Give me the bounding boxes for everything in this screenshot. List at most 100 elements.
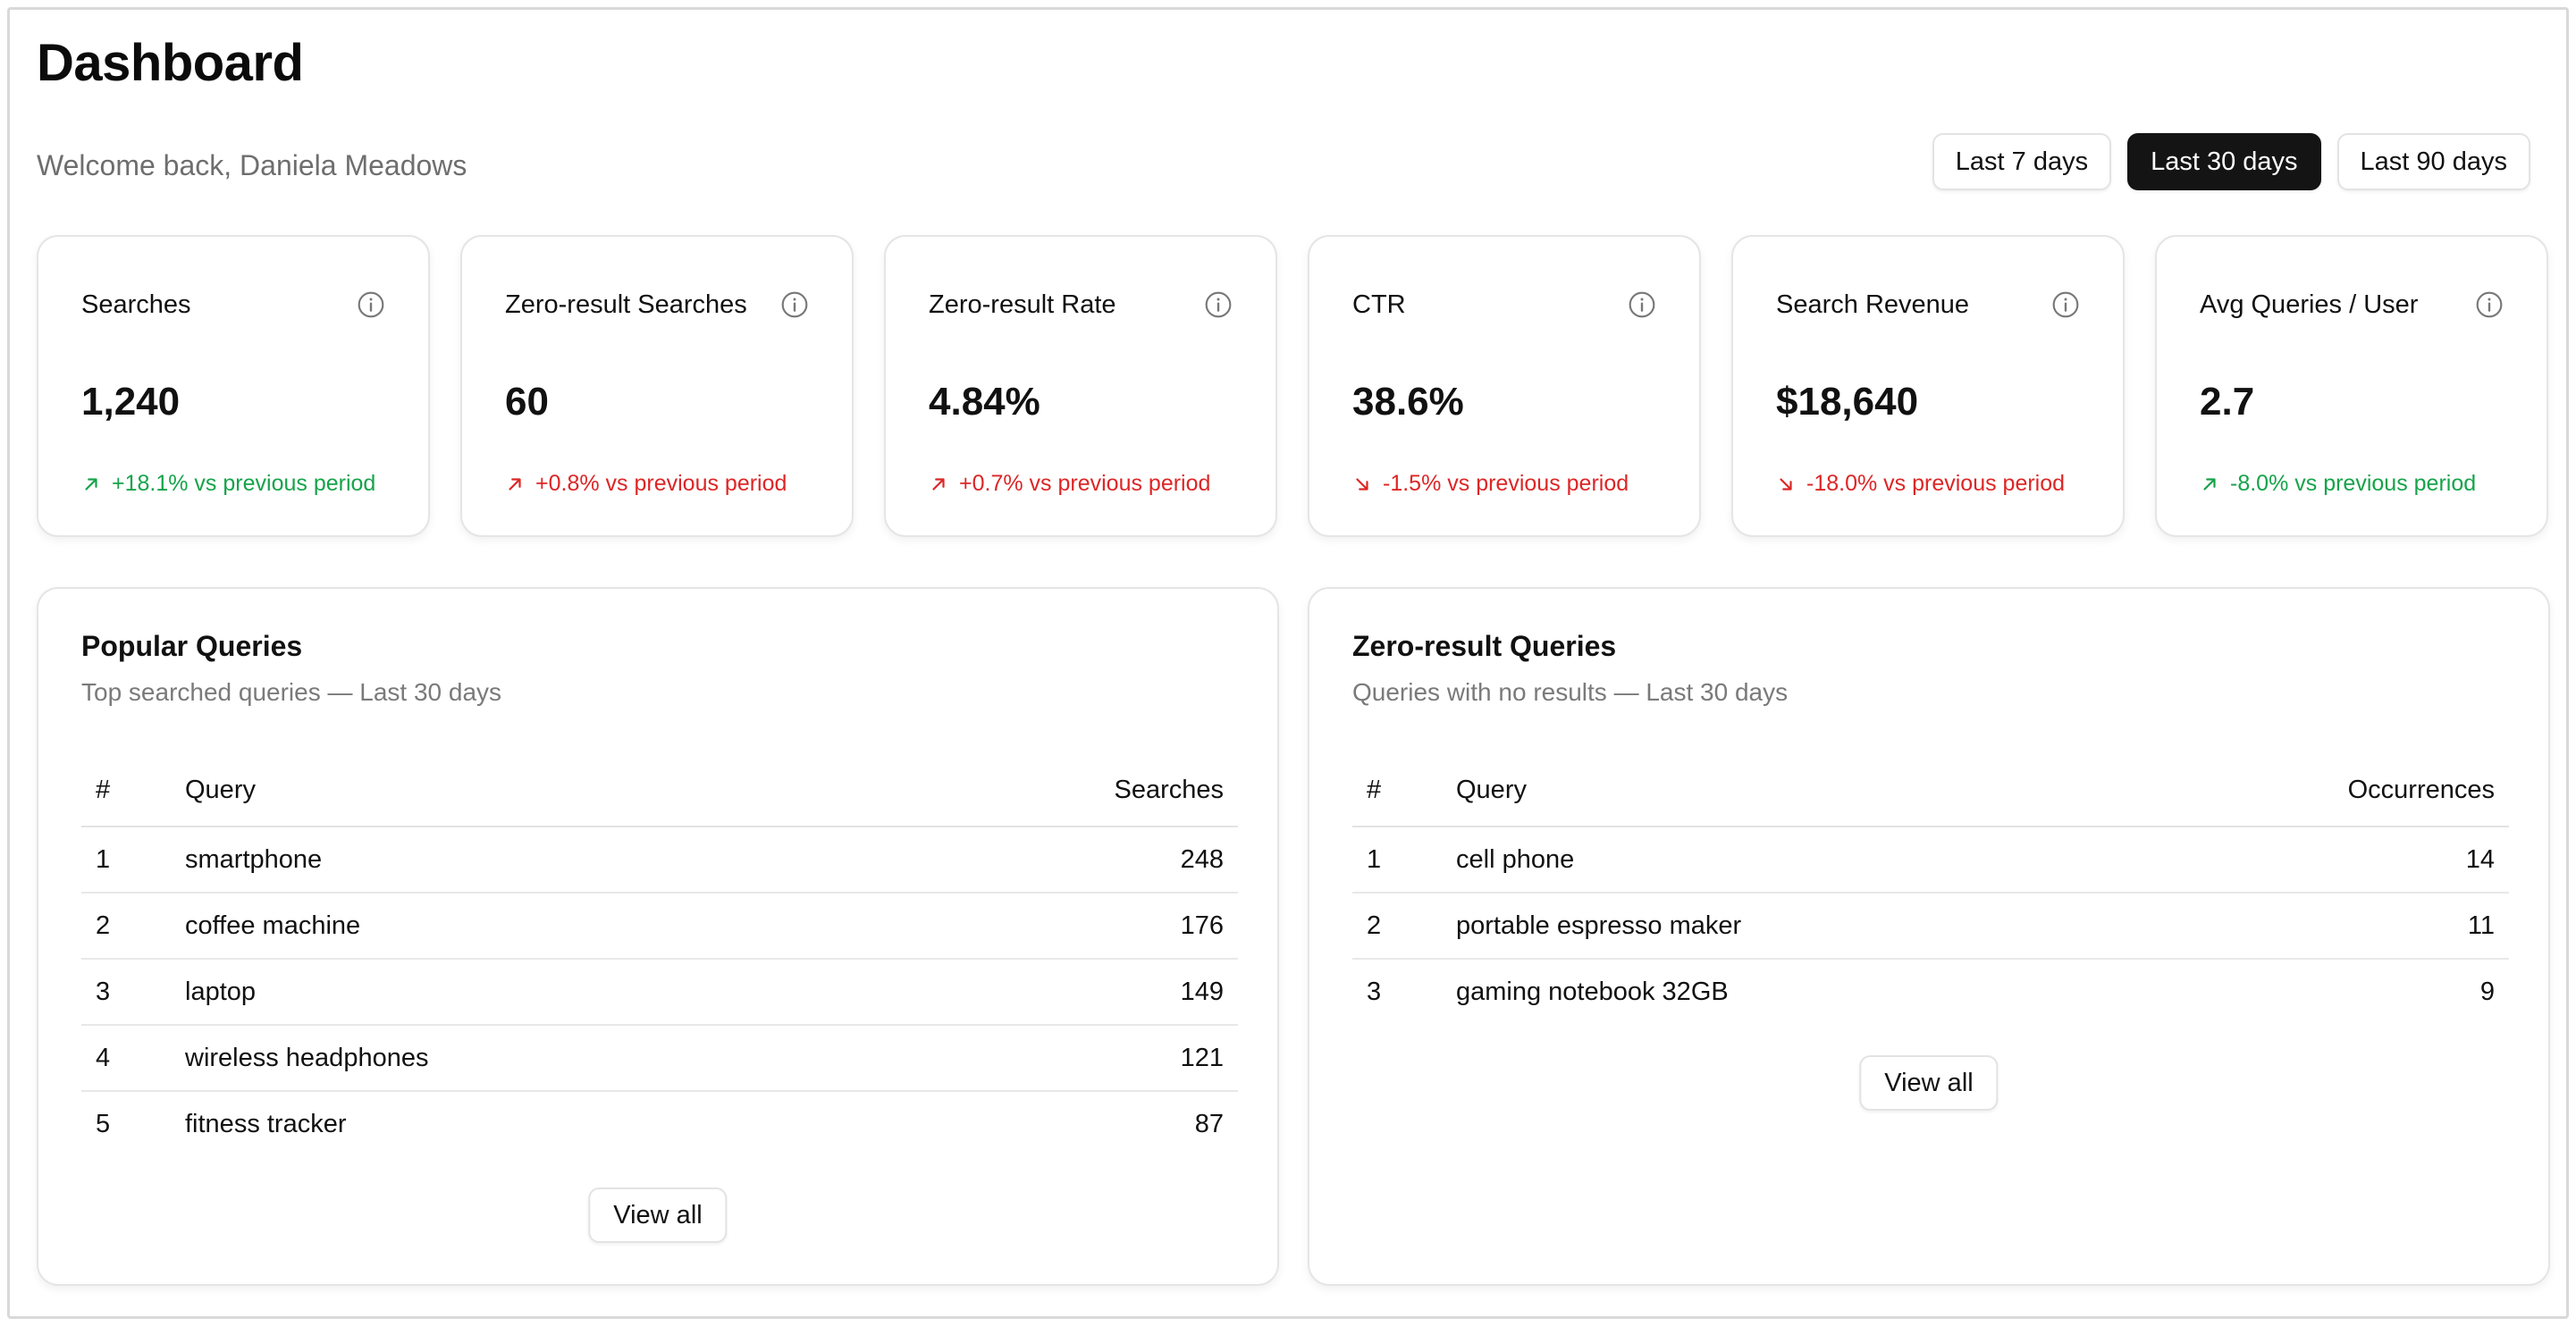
kpi-value: 2.7 (2200, 380, 2255, 424)
kpi-delta: +0.7% vs previous period (929, 471, 1210, 497)
kpi-label: CTR (1352, 290, 1406, 319)
kpi-delta-text: +0.8% vs previous period (535, 471, 787, 496)
kpi-delta-text: -1.5% vs previous period (1383, 471, 1629, 496)
kpi-delta: -1.5% vs previous period (1352, 471, 1629, 497)
kpi-row: Searches 1,240 +18.1% vs previous period… (37, 235, 2548, 537)
range-button-30-days[interactable]: Last 30 days (2127, 133, 2321, 190)
kpi-card-search-revenue: Search Revenue $18,640 -18.0% vs previou… (1731, 235, 2125, 537)
kpi-value: 60 (505, 380, 549, 424)
row-count: 14 (2126, 827, 2509, 894)
column-header-searches: Searches (879, 755, 1238, 827)
popular-queries-table: # Query Searches 1 smartphone 248 2 coffee … (81, 755, 1238, 1157)
column-header-query: Query (1442, 755, 2126, 827)
date-range-selector: Last 7 days Last 30 days Last 90 days (1932, 133, 2530, 190)
row-query: smartphone (171, 827, 880, 894)
dashboard-frame: Dashboard Welcome back, Daniela Meadows … (7, 7, 2569, 1319)
table-row[interactable]: 5 fitness tracker 87 (81, 1091, 1238, 1157)
kpi-delta: +18.1% vs previous period (81, 471, 375, 497)
table-row[interactable]: 3 laptop 149 (81, 959, 1238, 1026)
row-count: 87 (1194, 1110, 1224, 1138)
column-header-query: Query (171, 755, 880, 827)
table-header-row: # Query Searches (81, 755, 1238, 827)
kpi-delta-text: -18.0% vs previous period (1806, 471, 2066, 496)
column-header-rank: # (1352, 755, 1442, 827)
panel-subtitle: Queries with no results — Last 30 days (1352, 678, 1789, 706)
page-title: Dashboard (37, 34, 304, 92)
kpi-card-avg-queries-per-user: Avg Queries / User 2.7 -8.0% vs previous… (2155, 235, 2548, 537)
trend-arrow-icon (1356, 477, 1368, 491)
row-query: laptop (171, 959, 880, 1026)
trend-arrow-icon (509, 477, 521, 491)
info-icon[interactable] (1628, 290, 1656, 319)
kpi-card-searches: Searches 1,240 +18.1% vs previous period (37, 235, 430, 537)
kpi-card-zero-result-searches: Zero-result Searches 60 +0.8% vs previou… (460, 235, 854, 537)
kpi-value: 38.6% (1352, 380, 1464, 424)
trend-arrow-icon (1780, 477, 1792, 491)
table-header-row: # Query Occurrences (1352, 755, 2509, 827)
table-row[interactable]: 2 portable espresso maker 11 (1352, 893, 2509, 960)
kpi-card-zero-result-rate: Zero-result Rate 4.84% +0.7% vs previous… (884, 235, 1277, 537)
table-row[interactable]: 3 gaming notebook 32GB 9 (1352, 959, 2509, 1025)
info-icon[interactable] (357, 290, 385, 319)
row-count: 248 (879, 827, 1238, 894)
row-rank: 5 (96, 1110, 111, 1138)
trend-arrow-icon (932, 477, 945, 491)
row-count: 121 (879, 1025, 1238, 1092)
table-row[interactable]: 2 coffee machine 176 (81, 893, 1238, 960)
trend-arrow-icon (85, 477, 97, 491)
kpi-value: 4.84% (929, 380, 1040, 424)
row-rank: 1 (81, 827, 171, 894)
kpi-delta: -8.0% vs previous period (2200, 471, 2476, 497)
welcome-message: Welcome back, Daniela Meadows (37, 149, 467, 181)
kpi-label: Zero-result Searches (505, 290, 747, 319)
row-count: 176 (879, 893, 1238, 960)
kpi-value: $18,640 (1776, 380, 1919, 424)
zero-result-queries-table: # Query Occurrences 1 cell phone 14 2 porta… (1352, 755, 2509, 1025)
info-icon[interactable] (780, 290, 809, 319)
row-rank: 3 (81, 959, 171, 1026)
kpi-label: Searches (81, 290, 191, 319)
info-icon[interactable] (1204, 290, 1233, 319)
kpi-label: Zero-result Rate (929, 290, 1116, 319)
row-rank: 2 (81, 893, 171, 960)
row-rank: 3 (1367, 978, 1382, 1006)
row-query: wireless headphones (171, 1025, 880, 1092)
row-count: 149 (879, 959, 1238, 1026)
view-all-zero-result-button[interactable]: View all (1859, 1055, 1999, 1111)
panel-subtitle: Top searched queries — Last 30 days (81, 678, 502, 706)
table-row[interactable]: 1 cell phone 14 (1352, 827, 2509, 894)
panel-title: Zero-result Queries (1352, 630, 1617, 662)
row-rank: 2 (1352, 893, 1442, 960)
row-rank: 4 (81, 1025, 171, 1092)
info-icon[interactable] (2051, 290, 2080, 319)
range-button-7-days[interactable]: Last 7 days (1932, 133, 2112, 190)
kpi-delta: +0.8% vs previous period (505, 471, 787, 497)
row-count: 9 (2479, 978, 2495, 1006)
panel-title: Popular Queries (81, 630, 303, 662)
row-rank: 1 (1352, 827, 1442, 894)
kpi-delta-text: +18.1% vs previous period (112, 471, 376, 496)
zero-result-queries-panel: Zero-result Queries Queries with no resu… (1308, 587, 2550, 1286)
popular-queries-panel: Popular Queries Top searched queries — L… (37, 587, 1279, 1286)
column-header-occurrences: Occurrences (2126, 755, 2509, 827)
table-row[interactable]: 1 smartphone 248 (81, 827, 1238, 894)
row-query: gaming notebook 32GB (1456, 978, 1729, 1006)
row-count: 11 (2126, 893, 2509, 960)
row-query: cell phone (1442, 827, 2126, 894)
kpi-delta: -18.0% vs previous period (1776, 471, 2065, 497)
kpi-delta-text: +0.7% vs previous period (959, 471, 1211, 496)
row-query: portable espresso maker (1442, 893, 2126, 960)
kpi-label: Avg Queries / User (2200, 290, 2419, 319)
view-all-popular-button[interactable]: View all (588, 1188, 728, 1243)
row-query: fitness tracker (185, 1110, 347, 1138)
kpi-value: 1,240 (81, 380, 181, 424)
info-icon[interactable] (2475, 290, 2504, 319)
trend-arrow-icon (2203, 477, 2216, 491)
column-header-rank: # (81, 755, 171, 827)
range-button-90-days[interactable]: Last 90 days (2336, 133, 2530, 190)
kpi-label: Search Revenue (1776, 290, 1970, 319)
kpi-delta-text: -8.0% vs previous period (2230, 471, 2477, 496)
table-row[interactable]: 4 wireless headphones 121 (81, 1025, 1238, 1092)
row-query: coffee machine (171, 893, 880, 960)
kpi-card-ctr: CTR 38.6% -1.5% vs previous period (1308, 235, 1701, 537)
